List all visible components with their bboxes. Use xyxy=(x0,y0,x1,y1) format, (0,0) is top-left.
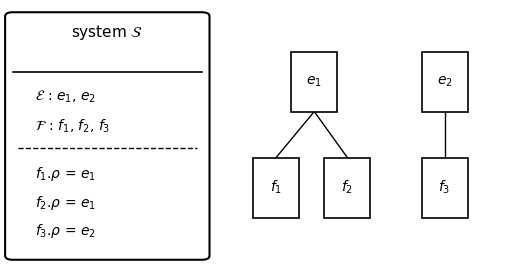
Text: $f_1$.$\rho$ = $e_1$: $f_1$.$\rho$ = $e_1$ xyxy=(35,165,96,183)
Text: $f_1$: $f_1$ xyxy=(270,179,282,196)
Text: $f_3$.$\rho$ = $e_2$: $f_3$.$\rho$ = $e_2$ xyxy=(35,222,96,240)
Text: system $\mathcal{S}$: system $\mathcal{S}$ xyxy=(71,23,144,42)
FancyBboxPatch shape xyxy=(324,158,370,218)
Text: $\mathcal{E}$ : $e_1$, $e_2$: $\mathcal{E}$ : $e_1$, $e_2$ xyxy=(35,88,96,105)
FancyBboxPatch shape xyxy=(5,12,210,260)
Text: $e_1$: $e_1$ xyxy=(307,75,322,89)
FancyBboxPatch shape xyxy=(422,158,468,218)
FancyBboxPatch shape xyxy=(422,52,468,112)
Text: $\mathcal{F}$ : $f_1$, $f_2$, $f_3$: $\mathcal{F}$ : $f_1$, $f_2$, $f_3$ xyxy=(35,118,110,135)
Text: $e_2$: $e_2$ xyxy=(437,75,452,89)
Text: $f_2$: $f_2$ xyxy=(341,179,354,196)
FancyBboxPatch shape xyxy=(253,158,299,218)
FancyBboxPatch shape xyxy=(291,52,337,112)
Text: $f_3$: $f_3$ xyxy=(438,179,451,196)
Text: $f_2$.$\rho$ = $e_1$: $f_2$.$\rho$ = $e_1$ xyxy=(35,194,96,212)
